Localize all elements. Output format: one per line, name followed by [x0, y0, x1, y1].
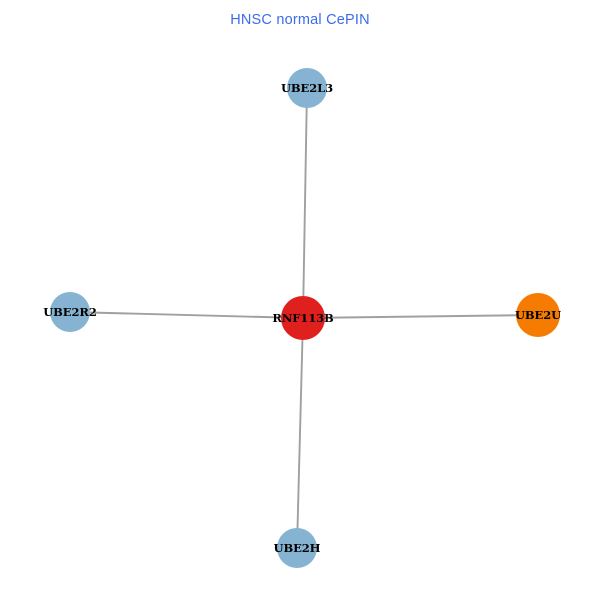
node-label-RNF113B: RNF113B — [272, 311, 334, 325]
node-label-UBE2L3: UBE2L3 — [280, 81, 334, 95]
node-RNF113B[interactable] — [281, 296, 325, 340]
node-UBE2H[interactable] — [277, 528, 317, 568]
node-UBE2L3[interactable] — [287, 68, 327, 108]
edge-RNF113B-UBE2L3 — [302, 87, 308, 319]
node-label-UBE2H: UBE2H — [273, 541, 321, 555]
node-label-UBE2R2: UBE2R2 — [43, 305, 97, 319]
node-UBE2R2[interactable] — [50, 292, 90, 332]
edge-RNF113B-UBE2R2 — [69, 311, 304, 319]
node-label-UBE2U: UBE2U — [514, 308, 562, 322]
edge-RNF113B-UBE2H — [296, 317, 304, 549]
node-UBE2U[interactable] — [516, 293, 560, 337]
nodes-group — [50, 68, 560, 568]
edge-RNF113B-UBE2U — [302, 314, 539, 319]
page-title: HNSC normal CePIN — [230, 12, 370, 28]
edges-group — [69, 87, 539, 549]
